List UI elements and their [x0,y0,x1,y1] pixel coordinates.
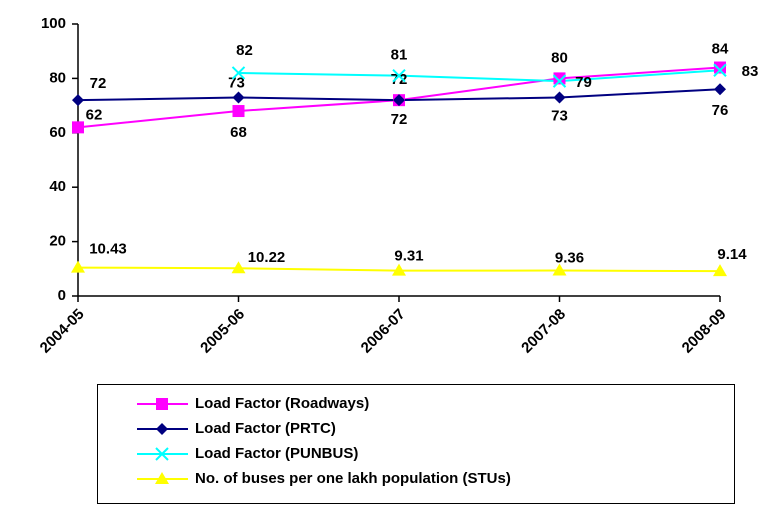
data-label: 72 [391,71,408,88]
series-line [238,69,721,83]
x-tick-label: 2004-05 [37,306,88,357]
marker [714,83,726,96]
data-label: 80 [551,49,568,66]
data-label: 82 [236,42,253,59]
data-label: 10.22 [248,249,286,266]
legend-label: Load Factor (Roadways) [195,395,369,412]
marker [232,91,245,104]
data-label: 76 [712,102,729,119]
marker [393,94,405,107]
data-label: 73 [551,107,568,124]
marker [231,66,246,80]
legend-label: No. of buses per one lakh population (ST… [195,470,511,487]
data-label: 9.36 [555,250,584,267]
marker [713,264,727,277]
marker [552,263,567,276]
x-tick-label: 2008-09 [679,306,730,357]
legend-label: Load Factor (PUNBUS) [195,445,358,462]
data-label: 84 [712,40,729,57]
data-label: 72 [90,75,107,92]
x-tick-label: 2005-06 [197,306,248,357]
data-label: 81 [391,47,408,64]
marker [231,261,246,274]
marker [392,263,406,276]
marker [553,91,566,104]
data-label: 62 [86,106,103,123]
marker [553,72,566,85]
legend-box [97,384,735,504]
x-tick-label: 2006-07 [358,306,409,357]
data-label: 79 [575,74,592,91]
marker [232,105,245,118]
marker [714,61,726,74]
data-label: 68 [230,124,247,141]
marker [72,94,84,107]
marker [72,121,84,134]
y-tick-label: 80 [49,69,66,86]
data-label: 9.14 [717,246,747,263]
marker [155,472,169,484]
marker [552,74,567,88]
y-tick-label: 20 [49,233,66,250]
marker [713,63,727,77]
marker [155,447,169,461]
marker [156,398,168,410]
x-tick-label: 2007-08 [518,306,569,357]
marker [156,423,168,435]
marker [71,260,85,273]
y-tick-label: 0 [58,287,66,304]
legend-label: Load Factor (PRTC) [195,420,336,437]
data-label: 72 [391,111,408,128]
data-label: 83 [742,63,759,80]
data-label: 10.43 [89,241,127,258]
data-label: 9.31 [394,248,423,265]
y-tick-label: 60 [49,124,66,141]
y-tick-label: 40 [49,178,66,195]
marker [392,68,406,83]
y-tick-label: 100 [41,15,66,32]
